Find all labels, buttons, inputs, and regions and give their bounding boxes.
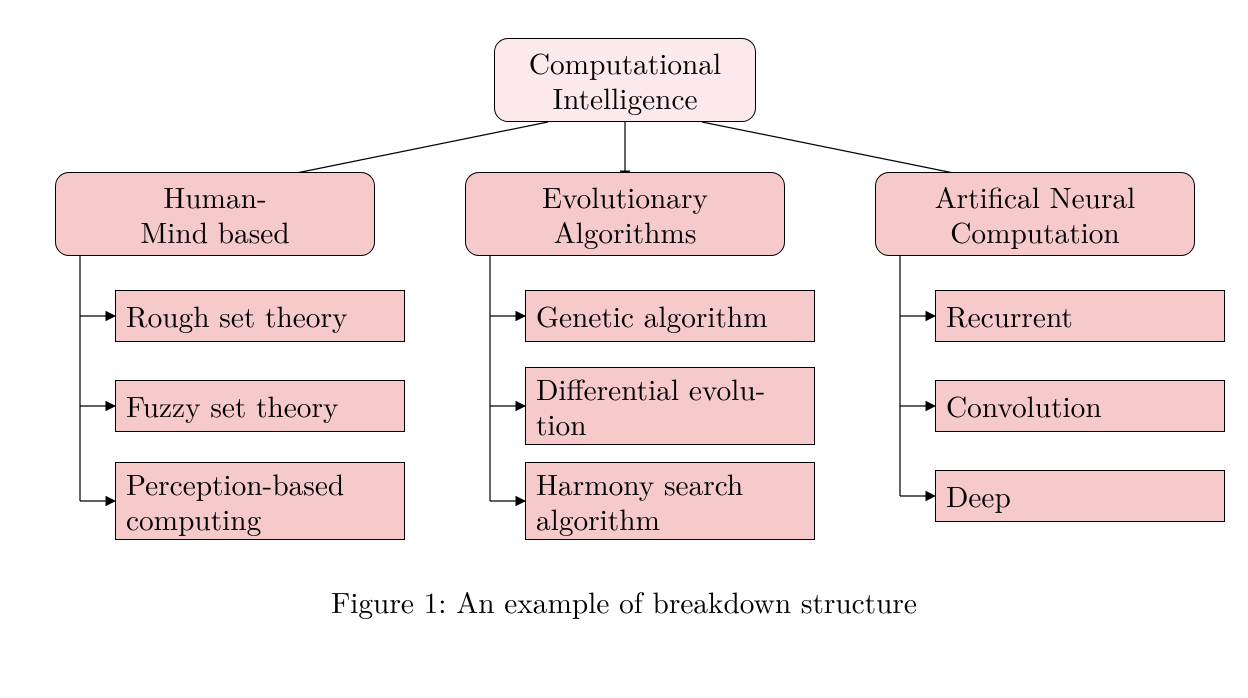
node-branch-human-mind: Human-Mind based [55,172,375,256]
node-branch-human-mind-label: Human-Mind based [140,179,289,249]
node-branch-neural-label: Artifical NeuralComputation [935,179,1136,249]
node-leaf-perception: Perception-basedcomputing [115,462,405,540]
node-leaf-genetic-label: Genetic algorithm [536,298,804,333]
node-leaf-fuzzy-set-label: Fuzzy set theory [126,388,394,423]
node-root-label: ComputationalIntelligence [529,45,721,115]
node-leaf-rough-set-label: Rough set theory [126,298,394,333]
figure-caption: Figure 1: An example of breakdown struct… [0,580,1248,622]
node-leaf-deep-label: Deep [946,478,1214,513]
node-leaf-recurrent-label: Recurrent [946,298,1214,333]
node-leaf-convolution-label: Convolution [946,388,1214,423]
node-leaf-convolution: Convolution [935,380,1225,432]
node-leaf-differential: Differential evolu-tion [525,367,815,445]
node-leaf-perception-label: Perception-basedcomputing [126,466,394,536]
node-root: ComputationalIntelligence [494,38,756,122]
node-leaf-differential-label: Differential evolu-tion [536,371,804,441]
node-leaf-harmony: Harmony searchalgorithm [525,462,815,540]
node-leaf-harmony-label: Harmony searchalgorithm [536,466,804,536]
diagram-canvas: ComputationalIntelligence Human-Mind bas… [0,0,1248,698]
node-leaf-rough-set: Rough set theory [115,290,405,342]
node-leaf-fuzzy-set: Fuzzy set theory [115,380,405,432]
node-leaf-recurrent: Recurrent [935,290,1225,342]
node-branch-evolutionary-label: EvolutionaryAlgorithms [542,179,708,249]
node-branch-neural: Artifical NeuralComputation [875,172,1195,256]
figure-caption-text: Figure 1: An example of breakdown struct… [331,580,917,622]
node-leaf-deep: Deep [935,470,1225,522]
node-leaf-genetic: Genetic algorithm [525,290,815,342]
node-branch-evolutionary: EvolutionaryAlgorithms [465,172,785,256]
